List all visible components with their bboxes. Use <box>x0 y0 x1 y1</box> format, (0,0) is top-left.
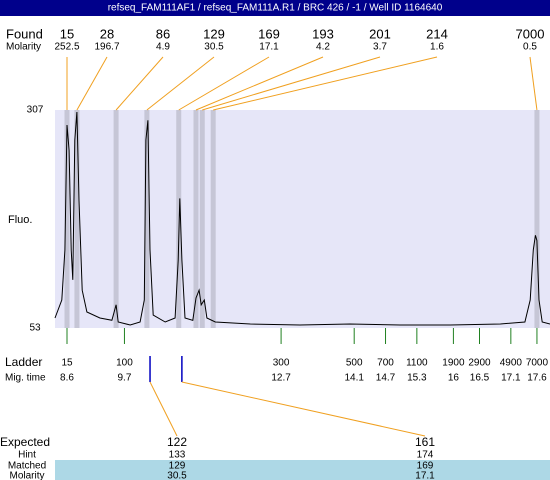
peak-band <box>176 110 182 328</box>
molarity-label: Molarity <box>6 42 41 53</box>
ladder-label: Ladder <box>5 355 42 369</box>
ladder-size: 300 <box>273 358 290 369</box>
y-axis-label: Fluo. <box>8 214 32 226</box>
ladder-time: 12.7 <box>271 373 291 384</box>
found-size: 214 <box>426 26 448 41</box>
found-molarity: 1.6 <box>430 42 444 53</box>
ladder-time: 16.5 <box>470 373 490 384</box>
found-connector <box>195 56 324 111</box>
found-connector <box>115 56 164 111</box>
y-tick-label: 307 <box>27 105 44 116</box>
found-molarity: 17.1 <box>259 42 279 53</box>
peak-band <box>74 110 80 328</box>
found-molarity: 30.5 <box>204 42 224 53</box>
trace <box>54 111 550 326</box>
found-connector <box>178 56 270 111</box>
matched-molarity: 17.1 <box>415 471 435 480</box>
peak-band <box>64 110 70 328</box>
matched-row-bg <box>55 460 550 480</box>
ladder-size: 15 <box>61 358 73 369</box>
ladder-size: 2900 <box>468 358 491 369</box>
ladder-size: 500 <box>346 358 363 369</box>
expected-row-label: Molarity <box>9 471 44 480</box>
found-molarity: 3.7 <box>373 42 387 53</box>
ladder-time: 14.7 <box>376 373 396 384</box>
title: refseq_FAM111AF1 / refseq_FAM111A.R1 / B… <box>108 3 443 14</box>
found-molarity: 4.9 <box>156 42 170 53</box>
found-size: 28 <box>100 26 114 41</box>
found-molarity: 0.5 <box>523 42 537 53</box>
peak-band <box>210 110 216 328</box>
expected-size: 161 <box>415 435 435 449</box>
hint-size: 174 <box>417 450 434 461</box>
found-connector <box>146 56 215 111</box>
found-size: 193 <box>312 26 334 41</box>
ladder-time: 15.3 <box>407 373 427 384</box>
found-label: Found <box>6 26 43 41</box>
ladder-time: 16 <box>448 373 460 384</box>
hint-size: 133 <box>169 450 186 461</box>
ladder-size: 700 <box>377 358 394 369</box>
ladder-size: 1100 <box>406 358 428 369</box>
ladder-time: 14.1 <box>344 373 364 384</box>
found-molarity: 196.7 <box>94 42 119 53</box>
peak-band <box>113 110 119 328</box>
matched-size: 169 <box>417 461 434 472</box>
ladder-time: 17.6 <box>527 373 547 384</box>
found-molarity: 4.2 <box>316 42 330 53</box>
found-size: 201 <box>369 26 391 41</box>
plot-area <box>55 110 550 328</box>
ladder-size: 100 <box>116 358 133 369</box>
found-connector <box>76 56 108 111</box>
ladder-time: 8.6 <box>60 373 74 384</box>
peak-band <box>144 110 150 328</box>
ladder-size: 4900 <box>500 358 523 369</box>
expected-row-label: Matched <box>8 461 46 472</box>
found-molarity: 252.5 <box>54 42 79 53</box>
found-size: 7000 <box>516 26 545 41</box>
matched-size: 129 <box>169 461 186 472</box>
found-connector <box>213 56 438 111</box>
found-size: 169 <box>258 26 280 41</box>
mig-time-label: Mig. time <box>5 373 46 384</box>
y-tick-label: 53 <box>29 323 41 334</box>
ladder-size: 7000 <box>526 358 549 369</box>
ladder-time: 9.7 <box>117 373 131 384</box>
found-size: 86 <box>156 26 170 41</box>
title-bar <box>0 0 550 16</box>
expected-row-label: Expected <box>0 435 50 449</box>
found-size: 15 <box>60 26 74 41</box>
matched-molarity: 30.5 <box>167 471 187 480</box>
found-connector <box>529 56 538 111</box>
peak-band <box>193 110 199 328</box>
ladder-time: 17.1 <box>501 373 521 384</box>
expected-connector <box>149 381 178 437</box>
peak-band <box>534 110 540 328</box>
found-size: 129 <box>203 26 225 41</box>
ladder-size: 1900 <box>442 358 465 369</box>
found-connector <box>202 56 381 111</box>
expected-size: 122 <box>167 435 187 449</box>
expected-row-label: Hint <box>18 450 36 461</box>
peak-band <box>199 110 205 328</box>
expected-connector <box>181 381 426 437</box>
